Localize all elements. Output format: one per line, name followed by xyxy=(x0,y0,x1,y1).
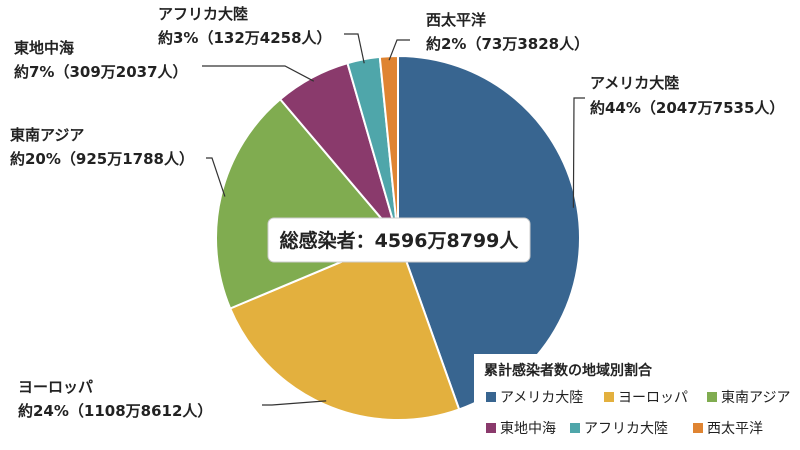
label-southeast-asia: 東南アジア 約20%（925万1788人） xyxy=(10,126,194,168)
label-americas-value: 約44%（2047万7535人） xyxy=(590,99,784,117)
legend-label-eastern-mediterranean: 東地中海 xyxy=(500,421,556,437)
label-western-pacific-name: 西太平洋 xyxy=(426,11,486,29)
leader-line-southeast-asia xyxy=(206,157,226,197)
legend-label-western-pacific: 西太平洋 xyxy=(707,421,763,437)
legend-title: 累計感染者数の地域別割合 xyxy=(484,362,653,379)
leader-line-americas xyxy=(572,97,585,208)
legend-label-europe: ヨーロッパ xyxy=(618,390,688,406)
leader-lines xyxy=(202,33,585,406)
center-total-text: 総感染者：4596万8799人 xyxy=(280,229,520,252)
legend-swatch-africa xyxy=(570,423,580,433)
legend-swatch-europe xyxy=(604,392,614,402)
legend-item-africa: アフリカ大陸 xyxy=(570,421,668,437)
label-eastern-mediterranean-value: 約7%（309万2037人） xyxy=(14,63,188,81)
legend-item-eastern-mediterranean: 東地中海 xyxy=(486,421,556,437)
label-europe-value: 約24%（1108万8612人） xyxy=(18,402,212,420)
label-africa-name: アフリカ大陸 xyxy=(158,5,248,23)
legend-item-europe: ヨーロッパ xyxy=(604,390,688,406)
center-total: 総感染者：4596万8799人 xyxy=(267,217,531,263)
legend-swatch-western-pacific xyxy=(693,423,703,433)
legend-swatch-americas xyxy=(486,392,496,402)
label-western-pacific: 西太平洋 約2%（73万3828人） xyxy=(426,11,589,53)
label-europe: ヨーロッパ 約24%（1108万8612人） xyxy=(18,378,212,420)
pie-slice-western-pacific xyxy=(378,54,399,239)
legend-item-southeast-asia: 東南アジア xyxy=(707,390,790,406)
leader-line-europe xyxy=(262,400,327,406)
legend-swatch-eastern-mediterranean xyxy=(486,423,496,433)
label-southeast-asia-value: 約20%（925万1788人） xyxy=(10,150,194,168)
legend-item-western-pacific: 西太平洋 xyxy=(693,421,763,437)
leader-line-eastern-mediterranean xyxy=(202,65,315,82)
center-total-box xyxy=(267,217,531,263)
label-eastern-mediterranean: 東地中海 約7%（309万2037人） xyxy=(14,39,188,81)
legend-background xyxy=(474,354,800,450)
label-western-pacific-value: 約2%（73万3828人） xyxy=(426,35,589,53)
label-americas: アメリカ大陸 約44%（2047万7535人） xyxy=(590,74,784,117)
legend-label-southeast-asia: 東南アジア xyxy=(721,390,790,406)
label-americas-name: アメリカ大陸 xyxy=(590,74,679,92)
label-africa-value: 約3%（132万4258人） xyxy=(158,29,332,47)
leader-line-africa xyxy=(344,33,365,64)
pie-slice-europe xyxy=(228,236,461,421)
label-eastern-mediterranean-name: 東地中海 xyxy=(14,39,74,57)
label-europe-name: ヨーロッパ xyxy=(18,378,93,396)
legend-label-americas: アメリカ大陸 xyxy=(500,390,583,406)
legend-swatch-southeast-asia xyxy=(707,392,717,402)
leader-line-western-pacific xyxy=(388,39,410,61)
label-southeast-asia-name: 東南アジア xyxy=(10,126,84,144)
legend-item-americas: アメリカ大陸 xyxy=(486,390,583,406)
legend-label-africa: アフリカ大陸 xyxy=(584,421,668,437)
label-africa: アフリカ大陸 約3%（132万4258人） xyxy=(158,5,332,47)
